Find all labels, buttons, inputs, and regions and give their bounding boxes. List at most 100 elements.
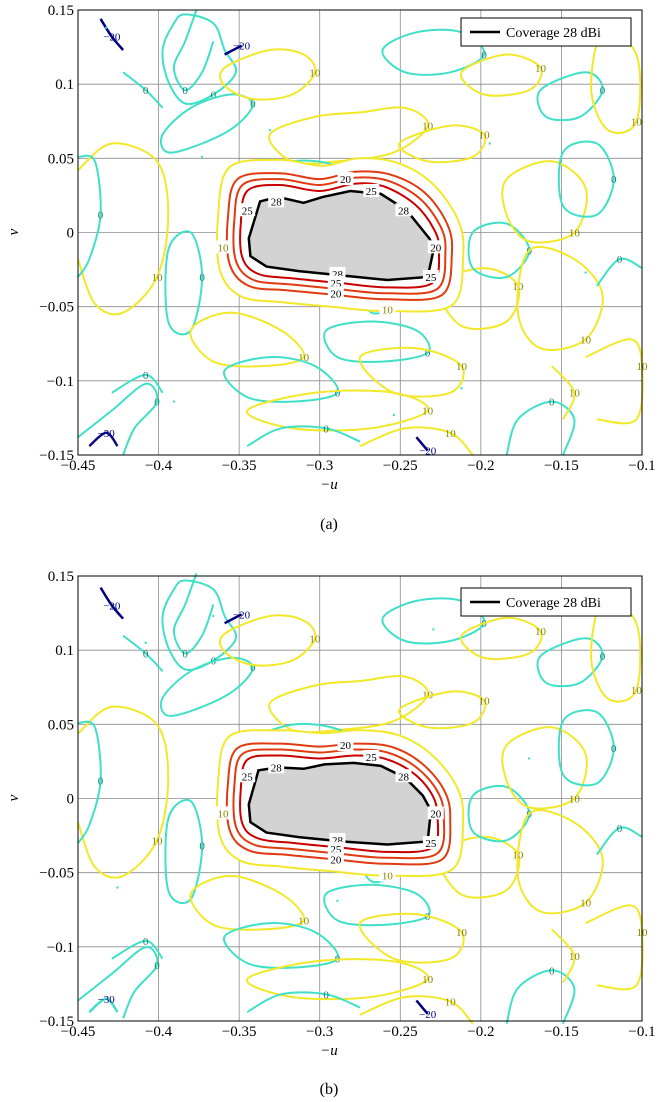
contour-level-label: 0 <box>199 272 205 284</box>
main-contour-label: 20 <box>430 242 442 254</box>
side-lobe-contour <box>551 928 576 984</box>
x-tick-label: −0.4 <box>145 1024 173 1040</box>
contour-fragment <box>116 886 119 889</box>
x-tick-label: −0.45 <box>61 1024 96 1040</box>
legend-label-a: Coverage 28 dBi <box>506 26 601 41</box>
side-lobe-contour <box>224 613 243 625</box>
side-lobe-contour <box>77 382 159 456</box>
main-contour-label: 20 <box>330 854 342 866</box>
side-lobe-contour <box>459 53 543 97</box>
contour-fragment <box>268 128 271 132</box>
contour-fragment <box>584 271 587 274</box>
contour-level-label: −30 <box>98 994 116 1006</box>
contour-level-label: 10 <box>535 626 547 638</box>
caption-a: (a) <box>320 516 338 533</box>
main-contour-label: 10 <box>382 305 394 317</box>
tick-labels-a: −0.45 −0.4 −0.35 −0.3 −0.25 −0.2 −0.15 −0.1 −0.1… <box>39 3 655 474</box>
side-lobe-contour <box>77 705 170 879</box>
side-lobe-contour <box>99 18 125 51</box>
y-tick-label: −0.1 <box>47 940 74 956</box>
side-lobe-contour <box>111 373 164 394</box>
contour-level-label: −20 <box>233 41 251 53</box>
y-tick-label: 0.15 <box>48 3 74 19</box>
contour-level-label: 10 <box>456 361 468 373</box>
contour-level-label: 0 <box>617 823 623 835</box>
contour-fragment <box>200 155 204 159</box>
contour-level-label: 0 <box>143 936 149 948</box>
main-contour-label: 25 <box>242 205 254 217</box>
main-contour-label: 20 <box>330 288 342 300</box>
contour-fragment <box>392 413 396 417</box>
contour-level-label: 10 <box>422 689 434 701</box>
side-lobe-contour <box>111 939 164 960</box>
contour-level-label: 10 <box>422 121 434 133</box>
main-contour-label: 28 <box>332 835 344 847</box>
contour-level-label: 10 <box>298 915 310 927</box>
side-lobe-contour <box>516 809 604 915</box>
x-tick-label: −0.45 <box>61 458 96 474</box>
contour-level-label: 0 <box>549 965 555 977</box>
y-tick-label: 0.15 <box>48 569 74 585</box>
main-contour-label: 28 <box>398 205 410 217</box>
contour-level-label: 10 <box>569 951 581 963</box>
side-lobe-contour <box>557 709 615 787</box>
contour-label-bg <box>239 203 256 217</box>
contour-level-label: −20 <box>103 32 121 44</box>
side-lobe-contour <box>459 616 543 661</box>
y-tick-label: 0 <box>67 226 75 242</box>
main-contour-label: 25 <box>366 752 378 764</box>
x-tick-label: −0.1 <box>628 458 655 474</box>
contour-level-label: 10 <box>569 794 581 806</box>
main-contour-label: 28 <box>271 196 283 208</box>
tick-labels-b: −0.45 −0.4 −0.35 −0.3 −0.25 −0.2 −0.15 −0.1 −0.1… <box>39 569 655 1040</box>
contour-label-bg <box>268 760 285 774</box>
side-lobe-contour <box>224 44 243 56</box>
side-lobe-contour <box>122 71 164 109</box>
side-lobe-contour <box>505 969 576 1025</box>
main-contour-label: 28 <box>271 762 283 774</box>
side-lobe-contour <box>161 13 238 105</box>
contour-level-label: 10 <box>309 633 321 645</box>
contour-level-label: 0 <box>335 388 341 400</box>
contour-level-label: 0 <box>98 210 104 222</box>
contour-fragment <box>212 614 215 618</box>
x-tick-label: −0.15 <box>544 1024 579 1040</box>
side-lobe-contour <box>323 320 431 363</box>
contour-level-label: 0 <box>143 648 149 660</box>
y-tick-label: 0 <box>67 792 75 808</box>
plot-border <box>77 575 643 1022</box>
side-lobe-contour <box>164 798 204 905</box>
side-lobe-contour <box>246 425 361 447</box>
contour-level-label: 10 <box>580 898 592 910</box>
contour-fragment <box>460 387 463 390</box>
contour-plot-b: 00−2001010010010010100010010010100100101… <box>6 569 656 1098</box>
main-contour-label: 25 <box>425 838 437 850</box>
side-lobe-contour <box>77 946 159 1019</box>
side-lobe-contour <box>77 142 170 316</box>
main-contour-label: 25 <box>242 771 254 783</box>
contour-plot-a: 0 0 −20 0 10 10 0 10 0 10 0 10 10 0 0 10 0 10 0 10 10 0 10 0 10 1… <box>6 3 656 533</box>
side-lobe-contour <box>505 400 576 456</box>
x-tick-label: −0.25 <box>383 1024 418 1040</box>
contour-level-label: 10 <box>445 428 457 440</box>
contour-level-label: 10 <box>298 352 310 364</box>
contour-level-label: 0 <box>154 960 160 972</box>
side-lobe-contour <box>381 28 486 76</box>
side-lobe-contour <box>88 431 119 448</box>
contour-label-bg <box>363 749 380 763</box>
contour-label-bg <box>268 194 285 208</box>
contour-level-label: 0 <box>199 841 205 853</box>
side-lobe-contour <box>99 586 125 620</box>
contour-label-bg <box>215 240 232 254</box>
side-lobe-contour <box>501 160 588 244</box>
contour-label-bg <box>379 302 396 316</box>
x-tick-label: −0.2 <box>467 458 494 474</box>
contour-level-label: 0 <box>611 743 617 755</box>
contour-label-bg <box>239 769 256 783</box>
contour-label-bg <box>327 275 344 289</box>
contour-label-bg <box>215 806 232 820</box>
contour-fragment <box>144 641 147 644</box>
x-tick-label: −0.4 <box>145 458 173 474</box>
side-lobe-contour <box>159 93 254 154</box>
